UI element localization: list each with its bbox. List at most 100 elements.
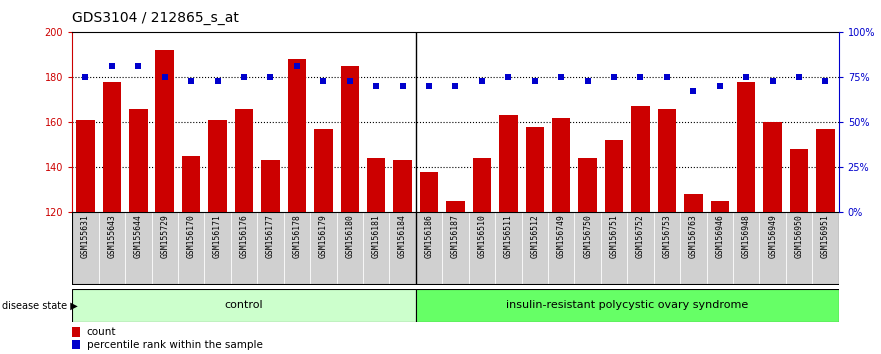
Bar (733, 212, 759, 285)
Text: GSM156750: GSM156750 (583, 215, 592, 258)
Bar (178, 212, 204, 285)
Bar (231, 212, 257, 285)
Point (343, 78, 357, 84)
Bar (419, 172, 438, 212)
Point (184, 78, 198, 84)
Point (739, 74, 753, 80)
Bar (363, 212, 389, 285)
Point (131, 63, 145, 69)
Point (633, 74, 648, 80)
Bar (125, 212, 152, 285)
Point (158, 74, 172, 80)
Bar (763, 122, 781, 212)
Text: GSM156763: GSM156763 (689, 215, 698, 258)
Bar (631, 106, 649, 212)
Text: GSM155729: GSM155729 (160, 215, 169, 258)
Bar (152, 212, 178, 285)
Bar (522, 212, 548, 285)
Point (316, 78, 330, 84)
Bar (340, 66, 359, 212)
Bar (710, 201, 729, 212)
Point (581, 78, 595, 84)
Bar (310, 212, 337, 285)
Bar (446, 201, 465, 212)
Bar (574, 212, 601, 285)
Bar (367, 158, 386, 212)
Text: insulin-resistant polycystic ovary syndrome: insulin-resistant polycystic ovary syndr… (507, 300, 748, 310)
Bar (657, 109, 676, 212)
Text: GSM156951: GSM156951 (821, 215, 830, 258)
Bar (156, 50, 174, 212)
Point (211, 78, 225, 84)
Bar (604, 140, 623, 212)
Text: GSM156184: GSM156184 (398, 215, 407, 258)
Text: GSM156948: GSM156948 (742, 215, 751, 258)
Text: GSM156170: GSM156170 (187, 215, 196, 258)
Bar (72, 289, 416, 322)
Text: GSM156171: GSM156171 (213, 215, 222, 258)
Bar (601, 212, 627, 285)
Point (475, 78, 489, 84)
Text: control: control (225, 300, 263, 310)
Bar (759, 212, 786, 285)
Text: GDS3104 / 212865_s_at: GDS3104 / 212865_s_at (72, 11, 239, 25)
Text: GSM156510: GSM156510 (478, 215, 486, 258)
Point (528, 78, 542, 84)
Point (607, 74, 621, 80)
Text: GSM156179: GSM156179 (319, 215, 328, 258)
Bar (472, 158, 492, 212)
Text: GSM156176: GSM156176 (240, 215, 248, 258)
Bar (680, 212, 707, 285)
Text: GSM156752: GSM156752 (636, 215, 645, 258)
Point (660, 74, 674, 80)
Bar (812, 212, 839, 285)
Text: GSM156178: GSM156178 (292, 215, 301, 258)
Bar (234, 109, 254, 212)
Text: GSM156946: GSM156946 (715, 215, 724, 258)
Point (713, 83, 727, 89)
Point (818, 78, 833, 84)
Point (448, 83, 463, 89)
Bar (789, 149, 808, 212)
Point (369, 83, 383, 89)
Bar (287, 59, 307, 212)
Text: GSM156512: GSM156512 (530, 215, 539, 258)
Text: GSM155631: GSM155631 (81, 215, 90, 258)
Bar (552, 118, 571, 212)
Text: GSM156177: GSM156177 (266, 215, 275, 258)
Bar (654, 212, 680, 285)
Bar (707, 212, 733, 285)
Bar (495, 212, 522, 285)
Bar (548, 212, 574, 285)
Bar (627, 212, 654, 285)
Bar (416, 289, 839, 322)
Text: GSM155643: GSM155643 (107, 215, 116, 258)
Bar (416, 212, 442, 285)
Bar (284, 212, 310, 285)
Text: GSM156749: GSM156749 (557, 215, 566, 258)
Bar (578, 158, 596, 212)
Text: GSM156751: GSM156751 (610, 215, 618, 258)
Point (105, 63, 119, 69)
Text: GSM156180: GSM156180 (345, 215, 354, 258)
Bar (684, 194, 703, 212)
Text: count: count (86, 327, 116, 337)
Bar (337, 212, 363, 285)
Bar (389, 212, 416, 285)
Point (422, 83, 436, 89)
Bar (816, 129, 834, 212)
Text: GSM156753: GSM156753 (663, 215, 671, 258)
Bar (314, 129, 332, 212)
Bar (209, 120, 227, 212)
Bar (499, 115, 517, 212)
Text: percentile rank within the sample: percentile rank within the sample (86, 339, 263, 349)
Bar (442, 212, 469, 285)
Point (263, 74, 278, 80)
Text: GSM156187: GSM156187 (451, 215, 460, 258)
Bar (72, 340, 80, 349)
Bar (525, 127, 544, 212)
Point (554, 74, 568, 80)
Bar (257, 212, 284, 285)
Bar (99, 212, 125, 285)
Text: GSM156186: GSM156186 (425, 215, 433, 258)
